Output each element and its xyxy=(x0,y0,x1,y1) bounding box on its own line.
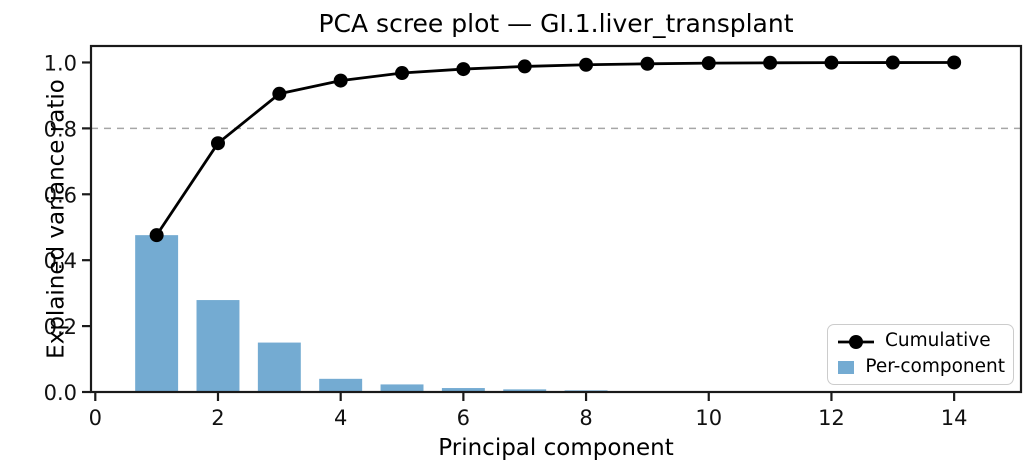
cumulative-marker-pc13 xyxy=(885,55,900,70)
bar-pc1 xyxy=(135,235,179,392)
y-tick-label: 0.8 xyxy=(44,117,77,141)
y-tick-label: 0.4 xyxy=(44,249,77,273)
x-tick-label: 4 xyxy=(334,406,347,430)
y-tick-label: 0.0 xyxy=(44,381,77,405)
x-tick-label: 14 xyxy=(941,406,968,430)
bar-pc7 xyxy=(503,389,547,392)
x-tick-label: 6 xyxy=(457,406,470,430)
bar-pc2 xyxy=(196,300,240,392)
cumulative-marker-pc11 xyxy=(763,55,778,70)
bar-pc5 xyxy=(380,384,424,392)
bar-pc6 xyxy=(441,388,485,392)
legend-item-per-component: Per-component xyxy=(836,356,1005,378)
per-component-swatch-icon xyxy=(838,360,855,374)
bar-pc3 xyxy=(257,342,301,392)
chart-title: PCA scree plot — GI.1.liver_transplant xyxy=(318,9,794,38)
bar-pc4 xyxy=(319,378,363,392)
y-tick-label: 0.2 xyxy=(44,315,77,339)
cumulative-marker-pc7 xyxy=(517,59,532,74)
x-tick-label: 2 xyxy=(211,406,224,430)
cumulative-marker-pc12 xyxy=(824,55,839,70)
x-tick-label: 8 xyxy=(579,406,592,430)
cumulative-marker-pc9 xyxy=(640,56,655,71)
cumulative-marker-pc4 xyxy=(333,73,348,88)
cumulative-marker-pc3 xyxy=(272,86,287,101)
y-tick-label: 1.0 xyxy=(44,51,77,75)
cumulative-marker-pc5 xyxy=(395,66,410,81)
axes-frame xyxy=(89,44,1023,394)
cumulative-line xyxy=(155,61,955,236)
legend-label-per-component: Per-component xyxy=(865,356,1005,378)
cumulative-line-icon xyxy=(838,334,874,349)
x-tick-label: 12 xyxy=(818,406,845,430)
cumulative-marker-pc6 xyxy=(456,62,471,77)
legend: Cumulative Per-component xyxy=(827,324,1014,385)
x-tick-label: 10 xyxy=(695,406,722,430)
x-axis-label: Principal component xyxy=(438,435,674,461)
cumulative-marker-pc2 xyxy=(210,136,225,151)
cumulative-marker-pc8 xyxy=(579,57,594,72)
x-tick-label: 0 xyxy=(89,406,102,430)
cumulative-marker-pc14 xyxy=(947,55,962,70)
legend-label-cumulative: Cumulative xyxy=(885,330,991,352)
y-axis-label: Explained variance ratio xyxy=(43,79,70,359)
legend-item-cumulative: Cumulative xyxy=(836,331,1005,353)
cumulative-marker-pc10 xyxy=(701,56,716,71)
y-tick-label: 0.6 xyxy=(44,183,77,207)
cumulative-marker-pc1 xyxy=(149,228,164,243)
